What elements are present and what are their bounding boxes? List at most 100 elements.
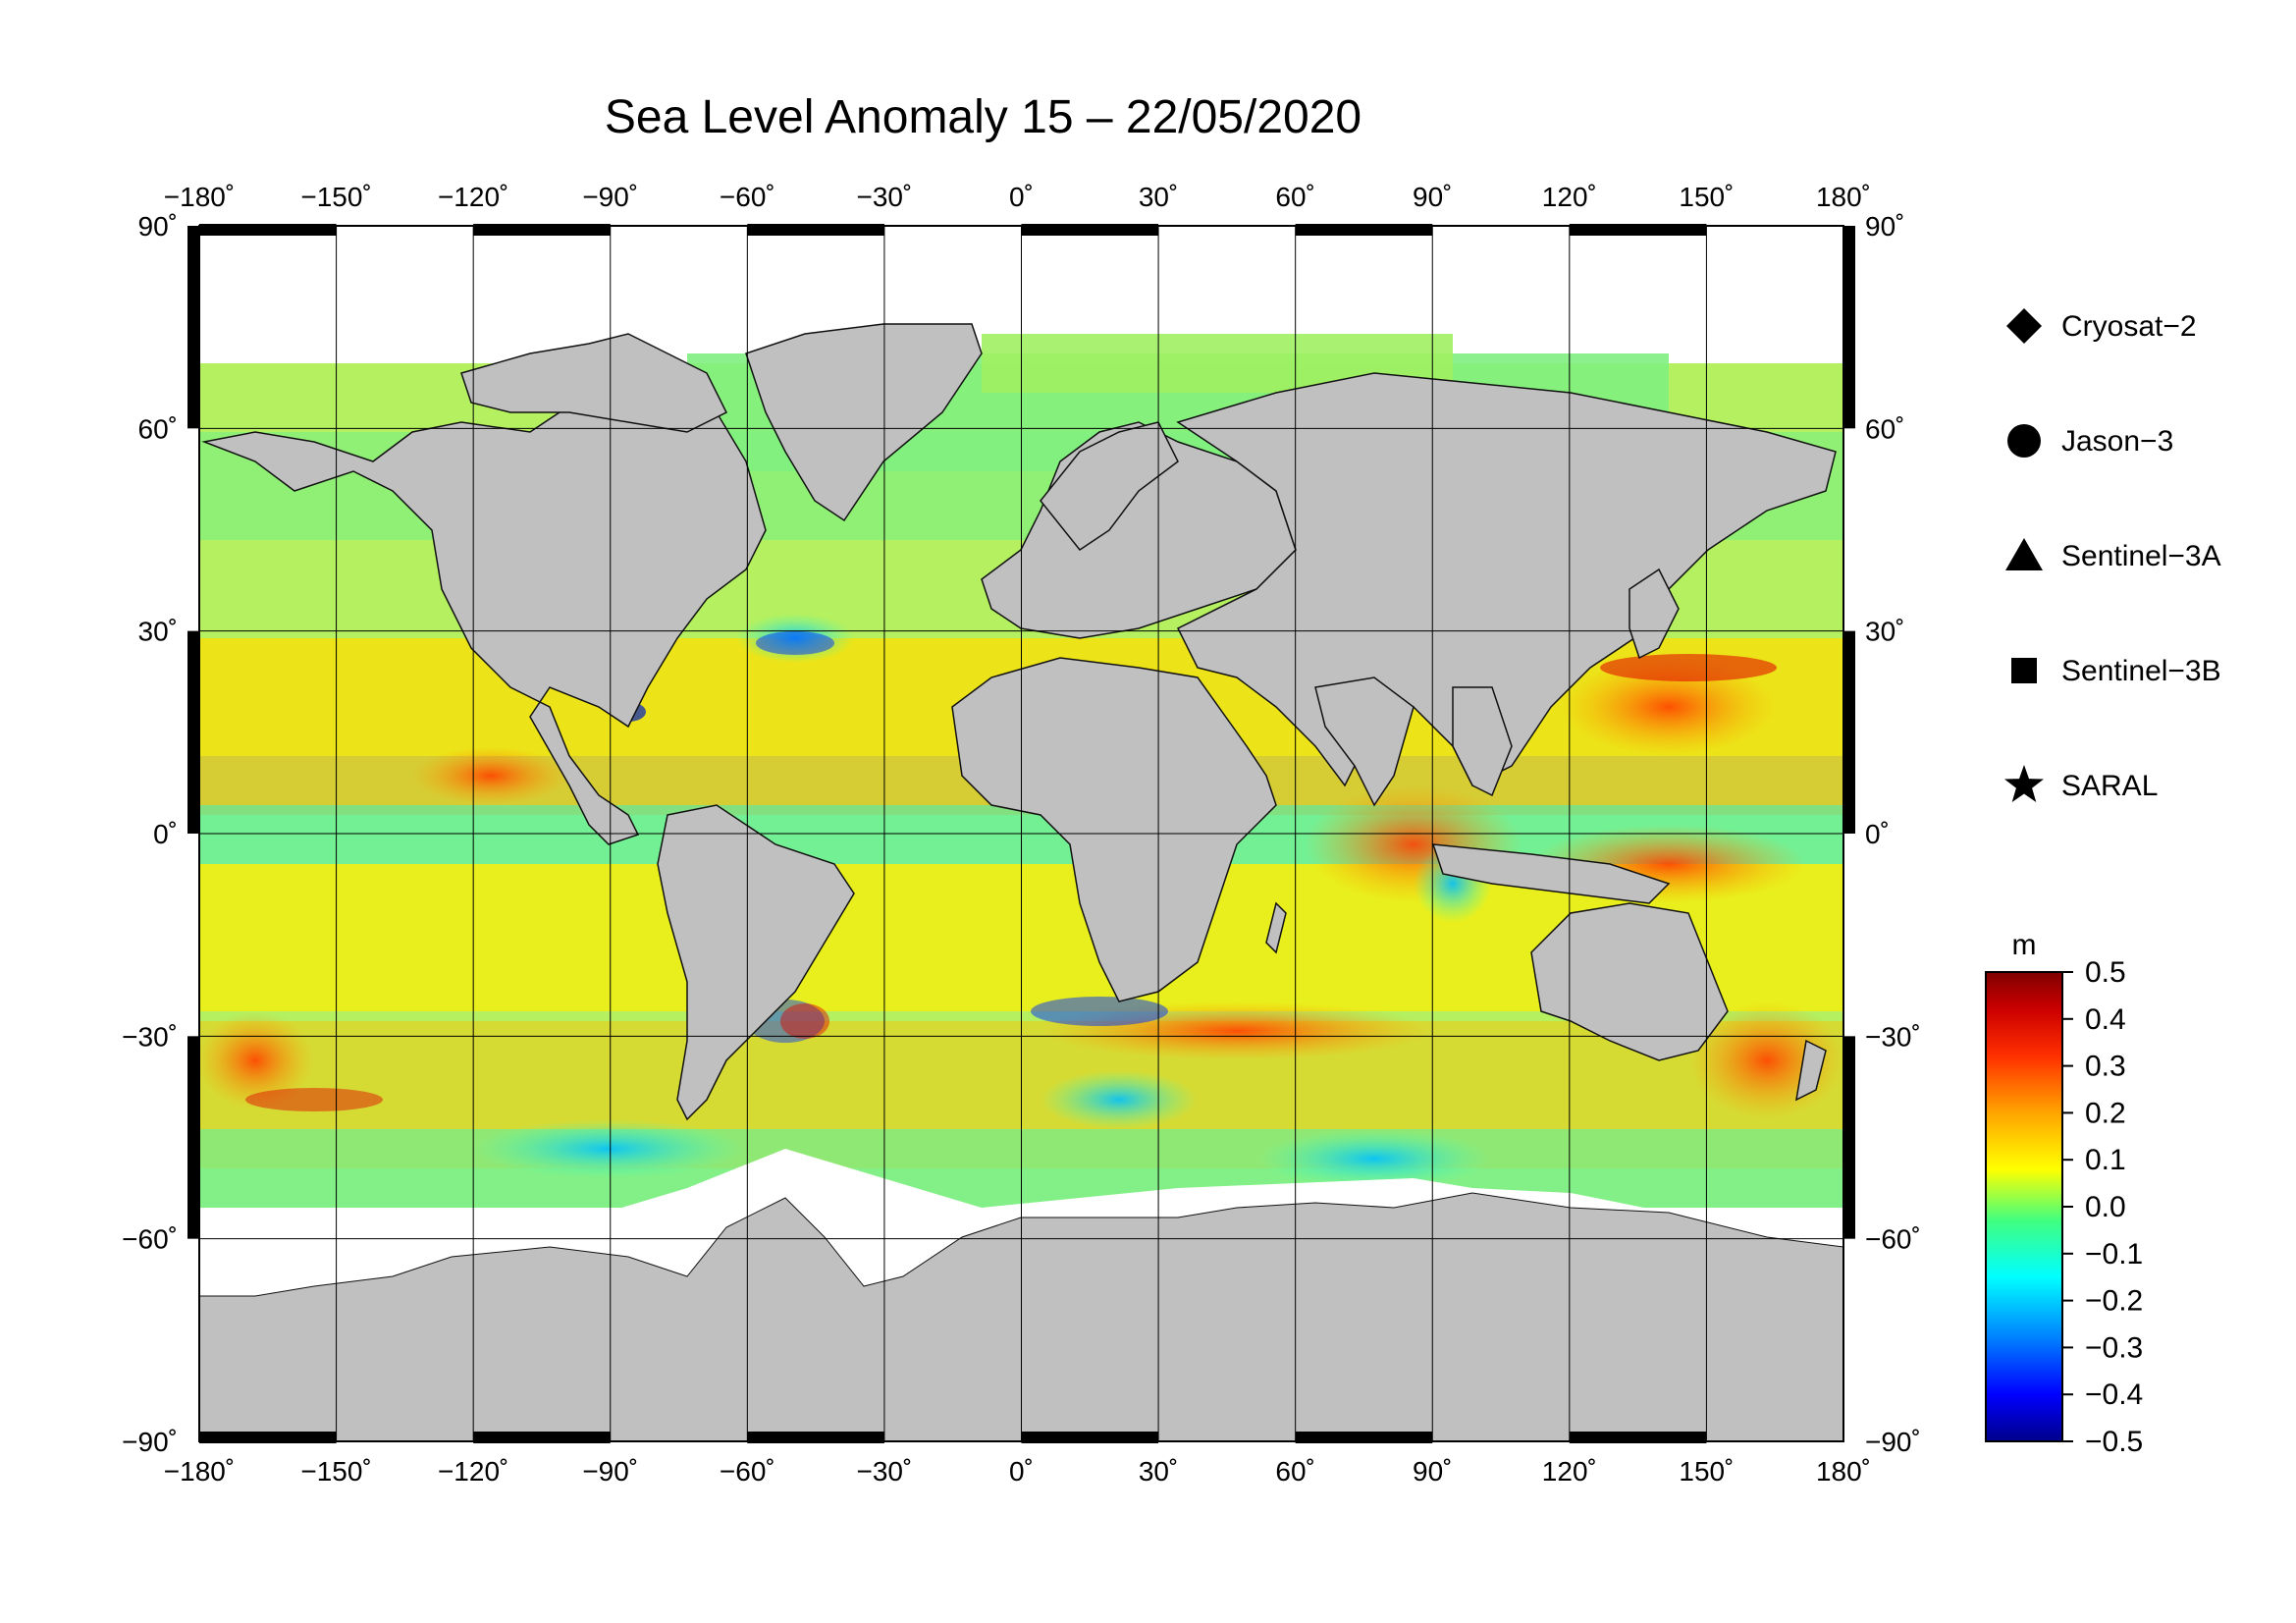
colorbar-tick-label: −0.5	[2085, 1426, 2143, 1458]
frame-bar-top	[1295, 224, 1433, 236]
lat-tick-label-right: −90˚	[1865, 1427, 1921, 1457]
legend-label: Sentinel−3B	[2061, 655, 2221, 687]
lon-tick-label-top: −30˚	[857, 182, 913, 212]
legend-label: Cryosat−2	[2061, 310, 2197, 343]
lon-tick-label-bottom: 180˚	[1816, 1456, 1871, 1487]
frame-checker-bars	[187, 224, 1855, 1443]
square-icon	[2011, 658, 2037, 683]
australia	[1530, 902, 1729, 1061]
colorbar-tick-label: −0.2	[2085, 1285, 2143, 1318]
lon-tick-label-top: −180˚	[164, 182, 235, 212]
scandinavia	[1040, 421, 1179, 552]
lat-tick-label-right: 0˚	[1865, 819, 1890, 849]
lon-tick-label-top: 120˚	[1542, 182, 1597, 212]
lon-tick-label-top: −90˚	[582, 182, 638, 212]
lon-tick-label-top: 150˚	[1679, 182, 1734, 212]
frame-bar-top	[1021, 224, 1159, 236]
colorbar-tick-label: 0.0	[2085, 1191, 2126, 1223]
frame-bar-top	[1569, 224, 1707, 236]
lat-tick-label-right: 60˚	[1865, 413, 1904, 444]
greenland	[745, 323, 983, 522]
lon-tick-label-top: 0˚	[1009, 182, 1034, 212]
lat-tick-label-left: −90˚	[122, 1427, 178, 1457]
frame-bar-left	[187, 1036, 199, 1239]
lon-tick-label-top: −120˚	[438, 182, 508, 212]
legend-label: Sentinel−3A	[2061, 540, 2221, 572]
colorbar-tick-label: 0.2	[2085, 1097, 2126, 1129]
lat-tick-label-left: −60˚	[122, 1224, 178, 1255]
legend-item-square: Sentinel−3B	[2011, 655, 2221, 687]
lon-tick-label-bottom: 0˚	[1009, 1456, 1034, 1487]
satellite-legend: Cryosat−2 Jason−3 Sentinel−3A Sentinel−3B SA…	[2004, 308, 2221, 802]
lon-tick-label-bottom: 150˚	[1679, 1456, 1734, 1487]
india	[1314, 676, 1415, 807]
frame-bar-top	[199, 224, 337, 236]
lon-tick-label-top: 90˚	[1413, 182, 1452, 212]
colorbar-tick-label: 0.1	[2085, 1144, 2126, 1176]
new-zealand	[1795, 1039, 1827, 1102]
lat-tick-label-left: 0˚	[153, 819, 178, 849]
lat-tick-label-right: −30˚	[1865, 1021, 1921, 1052]
colorbar-tick-label: −0.3	[2085, 1331, 2143, 1364]
circle-icon	[2007, 424, 2041, 458]
frame-bar-bottom	[747, 1432, 884, 1443]
colorbar-scale	[1985, 971, 2063, 1442]
lon-tick-label-bottom: 60˚	[1275, 1456, 1314, 1487]
colorbar-ticks: 0.5 0.4 0.3 0.2 0.1 0.0 −0.1 −0.2 −0.3 −0.4 −0.5	[2062, 956, 2143, 1458]
legend-item-triangle: Sentinel−3A	[2005, 538, 2221, 572]
lat-tick-label-right: −60˚	[1865, 1224, 1921, 1255]
colorbar-tick-label: 0.3	[2085, 1051, 2126, 1083]
lat-tick-label-left: −30˚	[122, 1021, 178, 1052]
colorbar-tick-label: 0.5	[2085, 956, 2126, 989]
lon-tick-label-top: −60˚	[720, 182, 775, 212]
lon-tick-label-top: 30˚	[1139, 182, 1178, 212]
map-title: Sea Level Anomaly 15 – 22/05/2020	[604, 91, 1362, 143]
lon-tick-label-bottom: −120˚	[438, 1456, 508, 1487]
lon-tick-label-bottom: 90˚	[1413, 1456, 1452, 1487]
indonesia	[1431, 843, 1671, 904]
legend-item-diamond: Cryosat−2	[2006, 308, 2197, 344]
frame-bar-right	[1843, 226, 1855, 429]
lat-tick-label-right: 90˚	[1865, 211, 1904, 242]
colorbar-tick-label: 0.4	[2085, 1003, 2126, 1036]
frame-bar-top	[473, 224, 611, 236]
lat-tick-label-left: 90˚	[138, 211, 178, 242]
legend-item-circle: Jason−3	[2007, 424, 2173, 458]
frame-bar-bottom	[473, 1432, 611, 1443]
triangle-icon	[2005, 538, 2043, 570]
frame-bar-bottom	[1295, 1432, 1433, 1443]
frame-bar-bottom	[199, 1432, 337, 1443]
lon-tick-label-top: −150˚	[300, 182, 371, 212]
frame-bar-right	[1843, 1036, 1855, 1239]
indochina	[1452, 686, 1513, 797]
lon-tick-label-top: 60˚	[1275, 182, 1314, 212]
frame-bar-top	[747, 224, 884, 236]
legend-item-star: SARAL	[2004, 765, 2158, 802]
lon-tick-label-bottom: −180˚	[164, 1456, 235, 1487]
frame-bar-bottom	[1569, 1432, 1707, 1443]
lon-tick-label-top: 180˚	[1816, 182, 1871, 212]
lat-tick-label-left: 60˚	[138, 413, 178, 444]
lat-tick-label-right: 30˚	[1865, 617, 1904, 647]
south-america	[657, 804, 855, 1121]
lon-tick-label-bottom: 120˚	[1542, 1456, 1597, 1487]
lon-tick-label-bottom: −60˚	[720, 1456, 775, 1487]
colorbar-tick-label: −0.1	[2085, 1238, 2143, 1271]
axis-tick-labels: −180˚ −180˚ −150˚ −150˚ −120˚ −120˚ −90˚ −90˚ −6…	[122, 182, 1921, 1487]
colorbar-unit: m	[2012, 929, 2037, 961]
frame-bar-bottom	[1021, 1432, 1159, 1443]
colorbar-tick-label: −0.4	[2085, 1379, 2143, 1411]
north-america	[201, 382, 767, 845]
colorbar: m 0.5 0.4 0.3 0.2 0.1 0.0 −0.1 −0.2 −0.3 −0.4 −0.5	[1985, 929, 2143, 1458]
legend-label: SARAL	[2061, 770, 2158, 802]
star-icon	[2004, 765, 2044, 802]
legend-label: Jason−3	[2061, 425, 2173, 458]
lon-tick-label-bottom: −30˚	[857, 1456, 913, 1487]
lat-tick-label-left: 30˚	[138, 617, 178, 647]
canadian-arctic	[460, 333, 728, 433]
lon-tick-label-bottom: 30˚	[1139, 1456, 1178, 1487]
africa	[951, 657, 1277, 1002]
frame-bar-left	[187, 226, 199, 429]
frame-bar-left	[187, 630, 199, 834]
